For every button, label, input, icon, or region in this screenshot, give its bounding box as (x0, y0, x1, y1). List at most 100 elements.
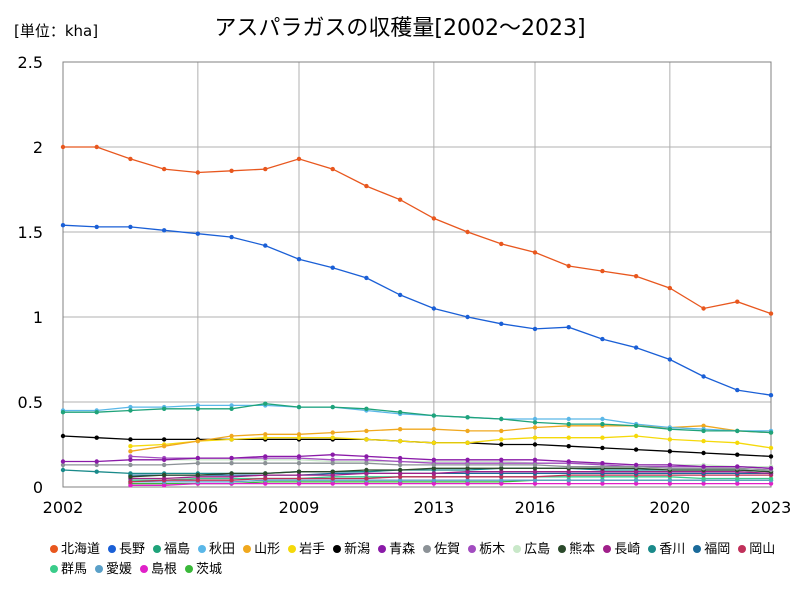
series-line-6 (130, 435, 772, 449)
legend-marker (648, 545, 657, 553)
data-point (566, 478, 571, 483)
legend-marker (243, 545, 252, 553)
data-point (330, 461, 335, 466)
data-point (364, 428, 369, 434)
data-point (364, 183, 369, 189)
data-point (465, 314, 470, 320)
data-point (229, 403, 234, 408)
data-point (465, 415, 470, 420)
data-point (768, 466, 774, 471)
series-line-18 (130, 479, 771, 483)
series-line-2 (62, 224, 772, 396)
legend-label: 愛媛 (106, 562, 133, 577)
data-point (195, 478, 201, 483)
data-point (532, 442, 538, 447)
plot-frame (62, 61, 772, 488)
data-point (229, 474, 234, 479)
data-point (633, 447, 639, 452)
data-point (465, 478, 470, 483)
data-point (330, 476, 335, 481)
series-line-13 (130, 471, 772, 480)
data-point (229, 461, 234, 466)
data-point (600, 421, 605, 427)
legend-item: 新潟 (333, 540, 370, 560)
data-point (768, 311, 774, 316)
data-point (532, 462, 538, 468)
data-point (330, 166, 335, 172)
series-line-19 (130, 482, 771, 486)
legend-marker (423, 545, 432, 553)
data-point (128, 457, 133, 462)
legend-marker (95, 565, 104, 573)
series-line-12 (130, 467, 772, 478)
legend-marker (185, 565, 194, 573)
legend-marker (153, 545, 162, 553)
data-point (532, 250, 538, 255)
data-point (263, 401, 268, 406)
data-point (499, 466, 504, 471)
data-point (600, 435, 605, 440)
data-point (431, 440, 437, 445)
data-point (60, 459, 66, 464)
legend-label: 香川 (659, 542, 686, 557)
legend-item: 北海道 (50, 540, 100, 560)
legend-label: 福岡 (704, 542, 731, 557)
x-tick-label: 2023 (751, 498, 792, 517)
data-point (195, 472, 201, 478)
data-point (431, 466, 437, 471)
legend-marker (693, 545, 702, 553)
data-point (296, 432, 302, 437)
data-point (701, 464, 706, 469)
line-chart: 0 0.5 1 1.5 2 2.5 2002 2006 2009 2013 2016 2020 2023 (18, 53, 792, 517)
data-point (532, 420, 538, 425)
x-tick-label: 2009 (279, 498, 320, 517)
data-point (128, 444, 133, 449)
data-point (263, 166, 268, 172)
y-tick-label: 0.5 (18, 393, 43, 412)
data-point (768, 430, 774, 435)
series-line-3 (63, 403, 772, 434)
data-point (128, 471, 133, 476)
data-point (195, 406, 201, 411)
y-tick-label: 1 (33, 308, 43, 327)
data-point (735, 387, 740, 393)
data-point (229, 168, 234, 173)
data-point (161, 228, 167, 233)
legend-marker (513, 545, 522, 553)
legend-label: 熊本 (569, 542, 596, 557)
data-point (364, 461, 369, 466)
legend-marker (288, 545, 297, 553)
x-tick-label: 2006 (177, 498, 218, 517)
data-point (667, 462, 673, 468)
data-point (735, 464, 740, 469)
data-point (397, 292, 403, 298)
data-point (499, 416, 504, 422)
data-point (161, 166, 167, 172)
data-point (431, 306, 437, 311)
data-point (431, 481, 437, 486)
data-point (229, 455, 234, 461)
data-point (566, 435, 571, 440)
legend-label: 山形 (254, 542, 281, 557)
series-line-1 (63, 146, 772, 315)
data-point (735, 428, 740, 434)
data-point (397, 467, 403, 473)
legend-label: 広島 (524, 542, 551, 557)
legend-item: 青森 (378, 540, 415, 560)
series-line-15 (130, 472, 771, 476)
data-point (465, 440, 470, 445)
data-point (330, 435, 335, 440)
legend-label: 群馬 (61, 562, 88, 577)
data-point (532, 478, 538, 483)
data-point (499, 241, 504, 247)
legend-label: 青森 (389, 542, 416, 557)
data-point (431, 216, 437, 221)
legend-item: 長野 (108, 540, 145, 560)
data-point (431, 471, 437, 476)
data-point (94, 224, 99, 230)
data-point (364, 275, 369, 281)
data-point (633, 469, 639, 474)
data-point (633, 345, 639, 350)
data-point (128, 449, 133, 454)
data-point (667, 466, 673, 471)
